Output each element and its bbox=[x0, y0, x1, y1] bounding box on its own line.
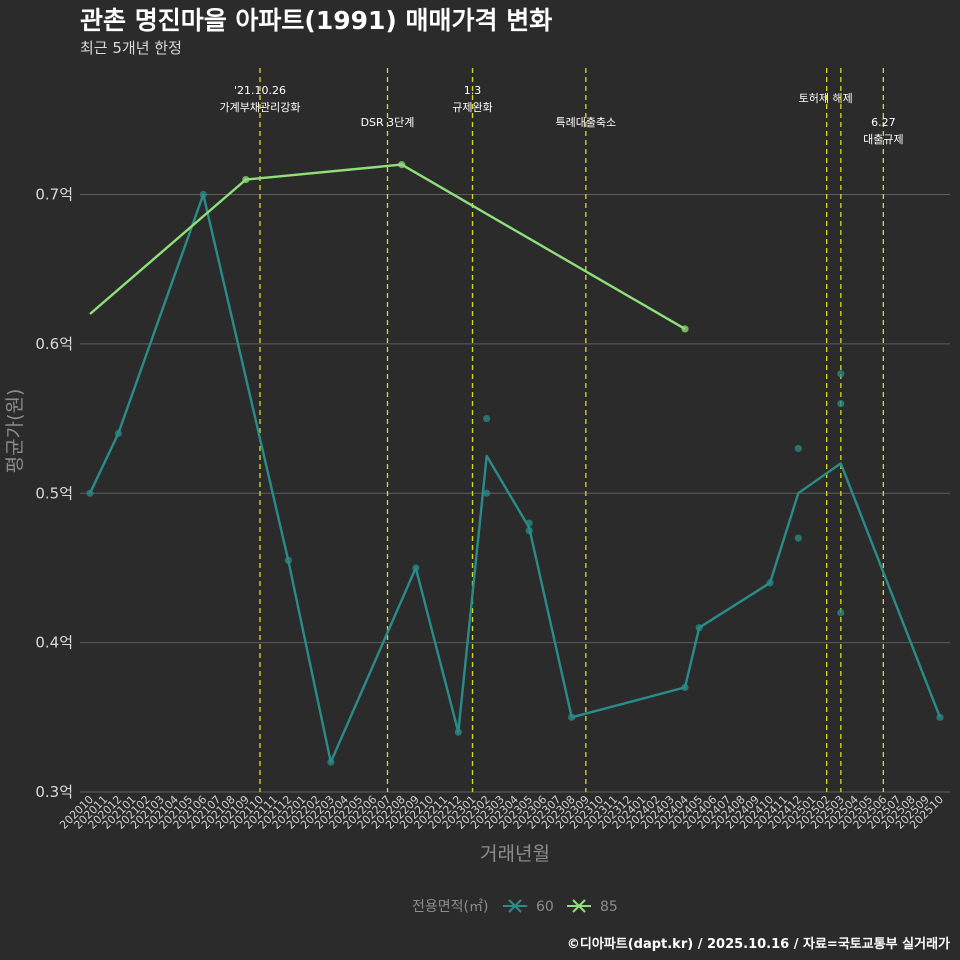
series-60-point bbox=[454, 728, 462, 736]
event-label: 규제완화 bbox=[452, 101, 492, 114]
series-60-point bbox=[568, 713, 576, 721]
event-label: '21.10.26 bbox=[234, 84, 286, 97]
event-label: 대출규제 bbox=[863, 133, 903, 146]
chart-title: 관촌 명진마을 아파트(1991) 매매가격 변화 bbox=[80, 6, 552, 35]
legend-title: 전용면적(㎡) bbox=[412, 899, 488, 915]
series-60-point bbox=[936, 713, 944, 721]
gridlines bbox=[80, 194, 950, 793]
series-60-point bbox=[766, 579, 774, 587]
series-60-point bbox=[284, 556, 292, 565]
legend: 전용면적(㎡) 60 85 bbox=[412, 899, 618, 915]
chart-subtitle: 최근 5개년 한정 bbox=[80, 39, 182, 57]
series-60-point bbox=[794, 444, 802, 453]
legend-swatch bbox=[508, 899, 522, 913]
series-60-point bbox=[837, 400, 845, 408]
legend-swatch bbox=[572, 899, 586, 913]
y-tick-label: 0.7억 bbox=[35, 186, 73, 204]
event-label: 6.27 bbox=[871, 116, 896, 129]
x-axis: 2020102020112020122021012021022021032021… bbox=[57, 793, 946, 832]
series-60-point bbox=[114, 429, 122, 438]
series-85-line bbox=[89, 163, 686, 330]
series-lines bbox=[86, 161, 944, 766]
event-label: DSR 3단계 bbox=[361, 116, 415, 129]
legend-label: 85 bbox=[600, 899, 618, 915]
y-tick-label: 0.3억 bbox=[35, 783, 73, 801]
source-caption: ©디아파트(dapt.kr) / 2025.10.16 / 자료=국토교통부 실… bbox=[567, 936, 950, 952]
y-tick-label: 0.6억 bbox=[35, 335, 73, 353]
series-60-point bbox=[681, 683, 689, 692]
series-85-point bbox=[681, 325, 689, 333]
y-tick-label: 0.4억 bbox=[35, 634, 73, 652]
event-label: 토허제 해제 bbox=[799, 91, 853, 105]
series-85-point bbox=[242, 175, 250, 184]
event-label: 특례대출축소 bbox=[555, 116, 616, 129]
series-60-point bbox=[525, 526, 533, 535]
x-axis-title: 거래년월 bbox=[480, 843, 550, 865]
series-60-line bbox=[88, 193, 942, 764]
series-60-point bbox=[327, 758, 335, 766]
series-85-point bbox=[398, 161, 406, 169]
series-60-point bbox=[695, 624, 703, 632]
series-60-point bbox=[412, 564, 420, 572]
series-60-point bbox=[525, 519, 533, 527]
series-60-point bbox=[86, 489, 94, 497]
event-label: 가계부채관리강화 bbox=[220, 101, 301, 114]
y-axis-title: 평균가(원) bbox=[4, 389, 26, 474]
series-60-point bbox=[483, 489, 491, 497]
series-60-point bbox=[794, 534, 802, 542]
legend-label: 60 bbox=[536, 899, 554, 915]
series-60-point bbox=[483, 414, 491, 423]
series-60-point bbox=[199, 190, 207, 199]
series-60-point bbox=[837, 609, 845, 617]
event-label: 1.3 bbox=[464, 84, 482, 97]
y-tick-label: 0.5억 bbox=[35, 484, 73, 502]
y-axis: 0.3억 0.4억 0.5억 0.6억 0.7억 bbox=[35, 186, 73, 802]
series-60-point bbox=[837, 370, 845, 378]
